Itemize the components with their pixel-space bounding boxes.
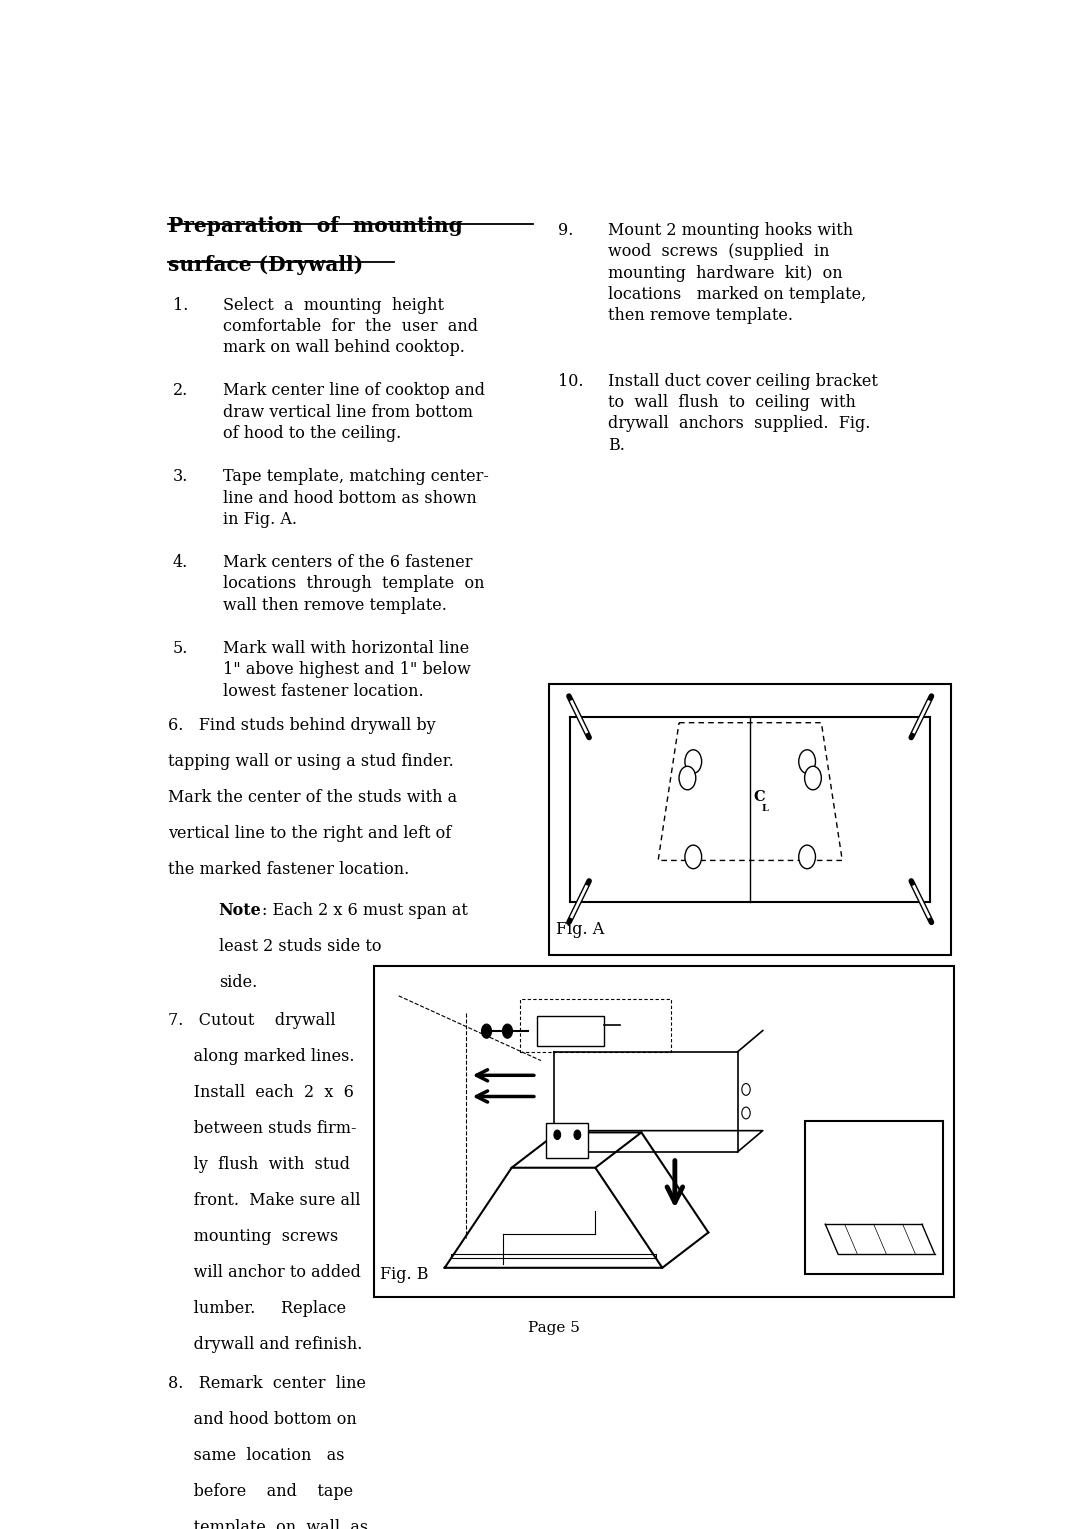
Text: before    and    tape: before and tape [168, 1483, 353, 1500]
Text: mounting  screws: mounting screws [168, 1228, 339, 1245]
Text: Mark center line of cooktop and
draw vertical line from bottom
of hood to the ce: Mark center line of cooktop and draw ver… [222, 382, 485, 442]
Bar [805, 1121, 943, 1274]
Text: template  on  wall  as: template on wall as [168, 1518, 368, 1529]
Text: Tape template, matching center-
line and hood bottom as shown
in Fig. A.: Tape template, matching center- line and… [222, 468, 489, 528]
Text: same  location   as: same location as [168, 1446, 345, 1465]
Circle shape [573, 1130, 581, 1139]
Text: Install  each  2  x  6: Install each 2 x 6 [168, 1084, 354, 1101]
Circle shape [502, 1024, 513, 1038]
Text: Preparation  of  mounting: Preparation of mounting [168, 217, 463, 237]
Bar [546, 1122, 589, 1159]
Text: 3.: 3. [173, 468, 188, 485]
Circle shape [799, 846, 815, 868]
Text: 5.: 5. [173, 641, 188, 657]
Circle shape [679, 766, 696, 790]
Text: tapping wall or using a stud finder.: tapping wall or using a stud finder. [168, 752, 455, 769]
Text: and hood bottom on: and hood bottom on [168, 1411, 357, 1428]
Circle shape [805, 766, 821, 790]
Text: 6.   Find studs behind drywall by: 6. Find studs behind drywall by [168, 717, 436, 734]
Bar [374, 966, 954, 1297]
Text: Mount 2 mounting hooks with
wood  screws  (supplied  in
mounting  hardware  kit): Mount 2 mounting hooks with wood screws … [608, 222, 866, 324]
Text: surface (Drywall): surface (Drywall) [168, 255, 364, 275]
Text: lumber.     Replace: lumber. Replace [168, 1300, 347, 1316]
Text: the marked fastener location.: the marked fastener location. [168, 861, 409, 878]
Text: drywall and refinish.: drywall and refinish. [168, 1336, 363, 1353]
Text: L: L [761, 804, 769, 813]
Text: ly  flush  with  stud: ly flush with stud [168, 1156, 351, 1173]
Text: 8.   Remark  center  line: 8. Remark center line [168, 1375, 366, 1393]
Text: along marked lines.: along marked lines. [168, 1049, 355, 1066]
Circle shape [482, 1024, 491, 1038]
Circle shape [685, 749, 702, 774]
Text: 2.: 2. [173, 382, 188, 399]
Text: Page 5: Page 5 [527, 1321, 580, 1335]
Text: between studs firm-: between studs firm- [168, 1121, 357, 1138]
Text: Note: Note [218, 902, 261, 919]
Text: vertical line to the right and left of: vertical line to the right and left of [168, 824, 451, 841]
Bar [550, 683, 951, 954]
Text: Fig. B: Fig. B [380, 1266, 429, 1283]
Text: C: C [754, 790, 765, 804]
Text: 9.: 9. [557, 222, 573, 240]
Circle shape [799, 749, 815, 774]
Text: Mark centers of the 6 fastener
locations  through  template  on
wall then remove: Mark centers of the 6 fastener locations… [222, 555, 485, 613]
Circle shape [742, 1107, 751, 1119]
Text: Select  a  mounting  height
comfortable  for  the  user  and
mark on wall behind: Select a mounting height comfortable for… [222, 297, 477, 356]
Text: 10.: 10. [557, 373, 583, 390]
Text: Fig. A: Fig. A [556, 920, 605, 939]
Bar [537, 1017, 604, 1046]
Text: 4.: 4. [173, 555, 188, 572]
Text: side.: side. [218, 974, 257, 991]
Text: : Each 2 x 6 must span at: : Each 2 x 6 must span at [262, 902, 468, 919]
Text: Mark wall with horizontal line
1" above highest and 1" below
lowest fastener loc: Mark wall with horizontal line 1" above … [222, 641, 471, 700]
Text: least 2 studs side to: least 2 studs side to [218, 939, 381, 956]
Text: front.  Make sure all: front. Make sure all [168, 1193, 361, 1209]
Text: will anchor to added: will anchor to added [168, 1264, 362, 1281]
Circle shape [554, 1130, 561, 1139]
Text: 1.: 1. [173, 297, 188, 313]
Circle shape [742, 1084, 751, 1095]
Circle shape [685, 846, 702, 868]
Text: 7.   Cutout    drywall: 7. Cutout drywall [168, 1012, 336, 1029]
Text: Mark the center of the studs with a: Mark the center of the studs with a [168, 789, 458, 806]
Text: Install duct cover ceiling bracket
to  wall  flush  to  ceiling  with
drywall  a: Install duct cover ceiling bracket to wa… [608, 373, 878, 454]
